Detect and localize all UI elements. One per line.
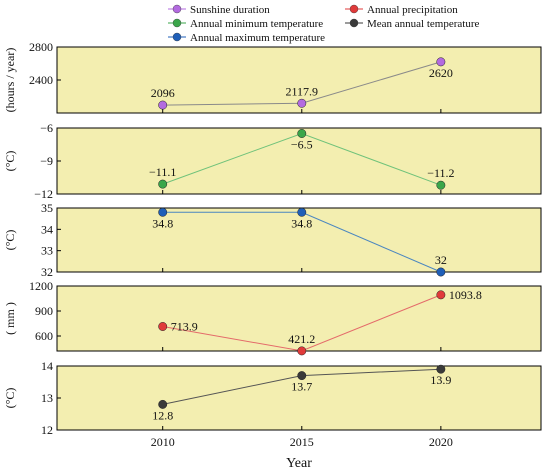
y-axis-label: (°C) (3, 151, 17, 172)
legend-label: Annual maximum temperature (190, 32, 325, 44)
x-axis: 2010 2015 2020 Year (151, 435, 453, 471)
y-axis-label: (°C) (3, 230, 17, 251)
data-label: 421.2 (288, 332, 315, 346)
y-tick-label: −6 (40, 121, 53, 135)
data-point (436, 364, 446, 374)
data-point (158, 100, 168, 110)
y-tick-label: 2800 (29, 40, 53, 54)
legend-label: Annual minimum temperature (190, 18, 323, 30)
data-label: 13.9 (430, 373, 451, 387)
data-point (436, 57, 446, 67)
y-axis-label: ( mm ) (3, 302, 17, 335)
legend-swatch-marker (172, 18, 182, 28)
legend-label: Mean annual temperature (367, 18, 480, 30)
data-label: −11.2 (427, 166, 454, 180)
data-point (436, 290, 446, 300)
data-point (436, 180, 446, 190)
legend-swatch-marker (349, 4, 359, 14)
y-tick-label: 2400 (29, 73, 53, 87)
chart-panel-1: 2400 2800 (hours / year) 2096 2117.9 2620 (3, 40, 542, 114)
chart-panel-3: 32 33 34 35 (°C) 34.8 34.8 32 (3, 201, 542, 279)
plot-area (56, 207, 542, 273)
x-axis-label: Year (286, 456, 312, 471)
plot-area (56, 285, 542, 352)
data-point (297, 371, 307, 381)
y-axis-label: (°C) (3, 388, 17, 409)
data-label: 12.8 (152, 408, 173, 422)
data-point (158, 399, 168, 409)
data-label: 1093.8 (449, 288, 482, 302)
y-tick-label: 32 (41, 265, 53, 279)
data-point (297, 98, 307, 108)
plot-area (56, 127, 542, 195)
data-label: 34.8 (152, 216, 173, 230)
y-tick-label: 600 (35, 329, 53, 343)
x-tick-label: 2010 (151, 435, 175, 449)
y-tick-label: −9 (40, 154, 53, 168)
x-tick-label: 2020 (429, 435, 453, 449)
y-tick-label: 900 (35, 304, 53, 318)
data-label: −11.1 (149, 165, 176, 179)
legend-swatch-marker (172, 4, 182, 14)
data-label: −6.5 (291, 138, 313, 152)
data-point (297, 346, 307, 356)
y-axis-label: (hours / year) (3, 48, 17, 113)
data-label: 13.7 (291, 380, 312, 394)
data-label: 2620 (429, 66, 453, 80)
data-point (158, 207, 168, 217)
y-tick-label: 14 (41, 359, 53, 373)
data-label: 713.9 (171, 320, 198, 334)
y-tick-label: 35 (41, 201, 53, 215)
data-label: 32 (435, 253, 447, 267)
y-tick-label: 1200 (29, 279, 53, 293)
x-tick-label: 2015 (290, 435, 314, 449)
chart-panel-5: 12 13 14 (°C) 12.8 13.7 13.9 (3, 359, 542, 437)
data-point (158, 322, 168, 331)
data-label: 2096 (151, 86, 175, 100)
chart-panel-2: −12 −9 −6 (°C) −11.1 −6.5 −11.2 (3, 121, 542, 201)
legend-label: Sunshine duration (190, 4, 270, 16)
data-point (158, 179, 168, 189)
legend: Sunshine duration Annual precipitation Ann… (168, 4, 480, 44)
y-tick-label: 12 (41, 423, 53, 437)
data-label: 34.8 (291, 216, 312, 230)
y-tick-label: 34 (41, 222, 53, 236)
y-tick-label: −12 (34, 187, 53, 201)
legend-label: Annual precipitation (367, 4, 458, 16)
data-label: 2117.9 (286, 84, 319, 98)
legend-swatch-marker (172, 32, 182, 42)
y-tick-label: 13 (41, 391, 53, 405)
data-point (436, 267, 446, 277)
data-point (297, 129, 307, 138)
y-tick-label: 33 (41, 244, 53, 258)
data-point (297, 207, 307, 217)
chart-panel-4: 600 900 1200 ( mm ) 713.9 421.2 1093.8 (3, 279, 542, 356)
legend-swatch-marker (349, 18, 359, 28)
